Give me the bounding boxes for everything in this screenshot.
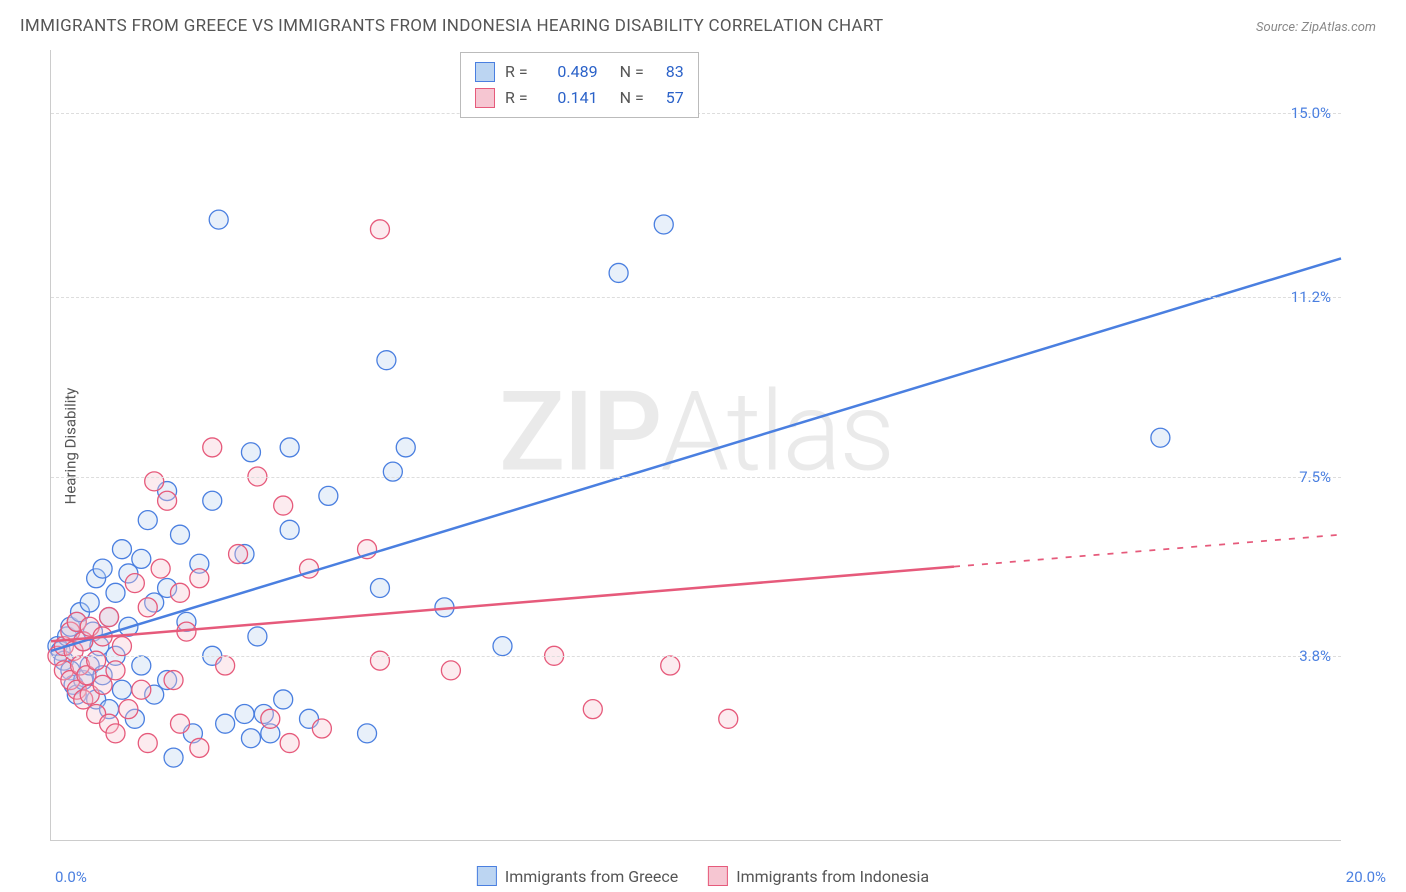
datapoint xyxy=(274,690,293,709)
datapoint xyxy=(112,540,131,559)
datapoint xyxy=(145,472,164,491)
datapoint xyxy=(93,559,112,578)
datapoint xyxy=(112,637,131,656)
datapoint xyxy=(396,438,415,457)
datapoint xyxy=(216,714,235,733)
legend-series: Immigrants from Greece Immigrants from I… xyxy=(477,866,929,886)
plot-svg xyxy=(51,50,1341,840)
legend-stats-row-0: R = 0.489 N = 83 xyxy=(475,59,684,85)
datapoint xyxy=(132,549,151,568)
y-tick-label: 15.0% xyxy=(1291,104,1331,122)
datapoint xyxy=(171,525,190,544)
datapoint xyxy=(1151,428,1170,447)
datapoint xyxy=(280,520,299,539)
datapoint xyxy=(138,511,157,530)
plot-area: ZIPAtlas 3.8%7.5%11.2%15.0% xyxy=(50,50,1341,841)
swatch-indonesia-icon xyxy=(475,88,495,108)
datapoint xyxy=(138,598,157,617)
n-label: N = xyxy=(620,59,644,85)
legend-stats-row-1: R = 0.141 N = 57 xyxy=(475,85,684,111)
datapoint xyxy=(190,738,209,757)
legend-stats: R = 0.489 N = 83 R = 0.141 N = 57 xyxy=(460,52,699,118)
datapoint xyxy=(171,714,190,733)
datapoint xyxy=(164,671,183,690)
datapoint xyxy=(229,545,248,564)
legend-label-indonesia: Immigrants from Indonesia xyxy=(736,867,929,886)
datapoint xyxy=(138,734,157,753)
datapoint xyxy=(203,438,222,457)
x-tick-min: 0.0% xyxy=(55,868,87,886)
gridline xyxy=(51,477,1341,478)
y-tick-label: 3.8% xyxy=(1299,647,1331,665)
r-value-greece: 0.489 xyxy=(538,59,598,85)
x-tick-max: 20.0% xyxy=(1346,868,1386,886)
datapoint xyxy=(241,443,260,462)
datapoint xyxy=(280,734,299,753)
trendline-extrapolated xyxy=(954,535,1341,567)
datapoint xyxy=(151,559,170,578)
datapoint xyxy=(261,709,280,728)
r-label: R = xyxy=(505,59,528,85)
datapoint xyxy=(661,656,680,675)
datapoint xyxy=(377,351,396,370)
datapoint xyxy=(216,656,235,675)
datapoint xyxy=(132,680,151,699)
datapoint xyxy=(370,220,389,239)
gridline xyxy=(51,297,1341,298)
n-value-indonesia: 57 xyxy=(654,85,684,111)
datapoint xyxy=(358,724,377,743)
r-label: R = xyxy=(505,85,528,111)
datapoint xyxy=(203,491,222,510)
datapoint xyxy=(106,583,125,602)
datapoint xyxy=(609,263,628,282)
chart-title: IMMIGRANTS FROM GREECE VS IMMIGRANTS FRO… xyxy=(20,16,883,36)
datapoint xyxy=(235,704,254,723)
datapoint xyxy=(583,700,602,719)
gridline xyxy=(51,656,1341,657)
datapoint xyxy=(370,578,389,597)
datapoint xyxy=(158,491,177,510)
datapoint xyxy=(100,608,119,627)
trendline xyxy=(51,567,954,642)
n-label: N = xyxy=(620,85,644,111)
y-tick-label: 11.2% xyxy=(1291,288,1331,306)
datapoint xyxy=(441,661,460,680)
swatch-indonesia-icon xyxy=(708,866,728,886)
datapoint xyxy=(383,462,402,481)
legend-label-greece: Immigrants from Greece xyxy=(505,867,678,886)
datapoint xyxy=(654,215,673,234)
swatch-greece-icon xyxy=(475,62,495,82)
datapoint xyxy=(312,719,331,738)
legend-item-greece: Immigrants from Greece xyxy=(477,866,678,886)
datapoint xyxy=(719,709,738,728)
r-value-indonesia: 0.141 xyxy=(538,85,598,111)
datapoint xyxy=(106,724,125,743)
datapoint xyxy=(190,569,209,588)
datapoint xyxy=(171,583,190,602)
y-tick-label: 7.5% xyxy=(1299,468,1331,486)
datapoint xyxy=(274,496,293,515)
source-label: Source: ZipAtlas.com xyxy=(1256,20,1376,35)
datapoint xyxy=(106,661,125,680)
datapoint xyxy=(132,656,151,675)
datapoint xyxy=(119,700,138,719)
datapoint xyxy=(125,574,144,593)
datapoint xyxy=(209,210,228,229)
datapoint xyxy=(112,680,131,699)
datapoint xyxy=(241,729,260,748)
datapoint xyxy=(493,637,512,656)
datapoint xyxy=(370,651,389,670)
datapoint xyxy=(80,593,99,612)
datapoint xyxy=(319,486,338,505)
datapoint xyxy=(248,627,267,646)
datapoint xyxy=(164,748,183,767)
swatch-greece-icon xyxy=(477,866,497,886)
n-value-greece: 83 xyxy=(654,59,684,85)
datapoint xyxy=(87,651,106,670)
legend-item-indonesia: Immigrants from Indonesia xyxy=(708,866,929,886)
datapoint xyxy=(280,438,299,457)
